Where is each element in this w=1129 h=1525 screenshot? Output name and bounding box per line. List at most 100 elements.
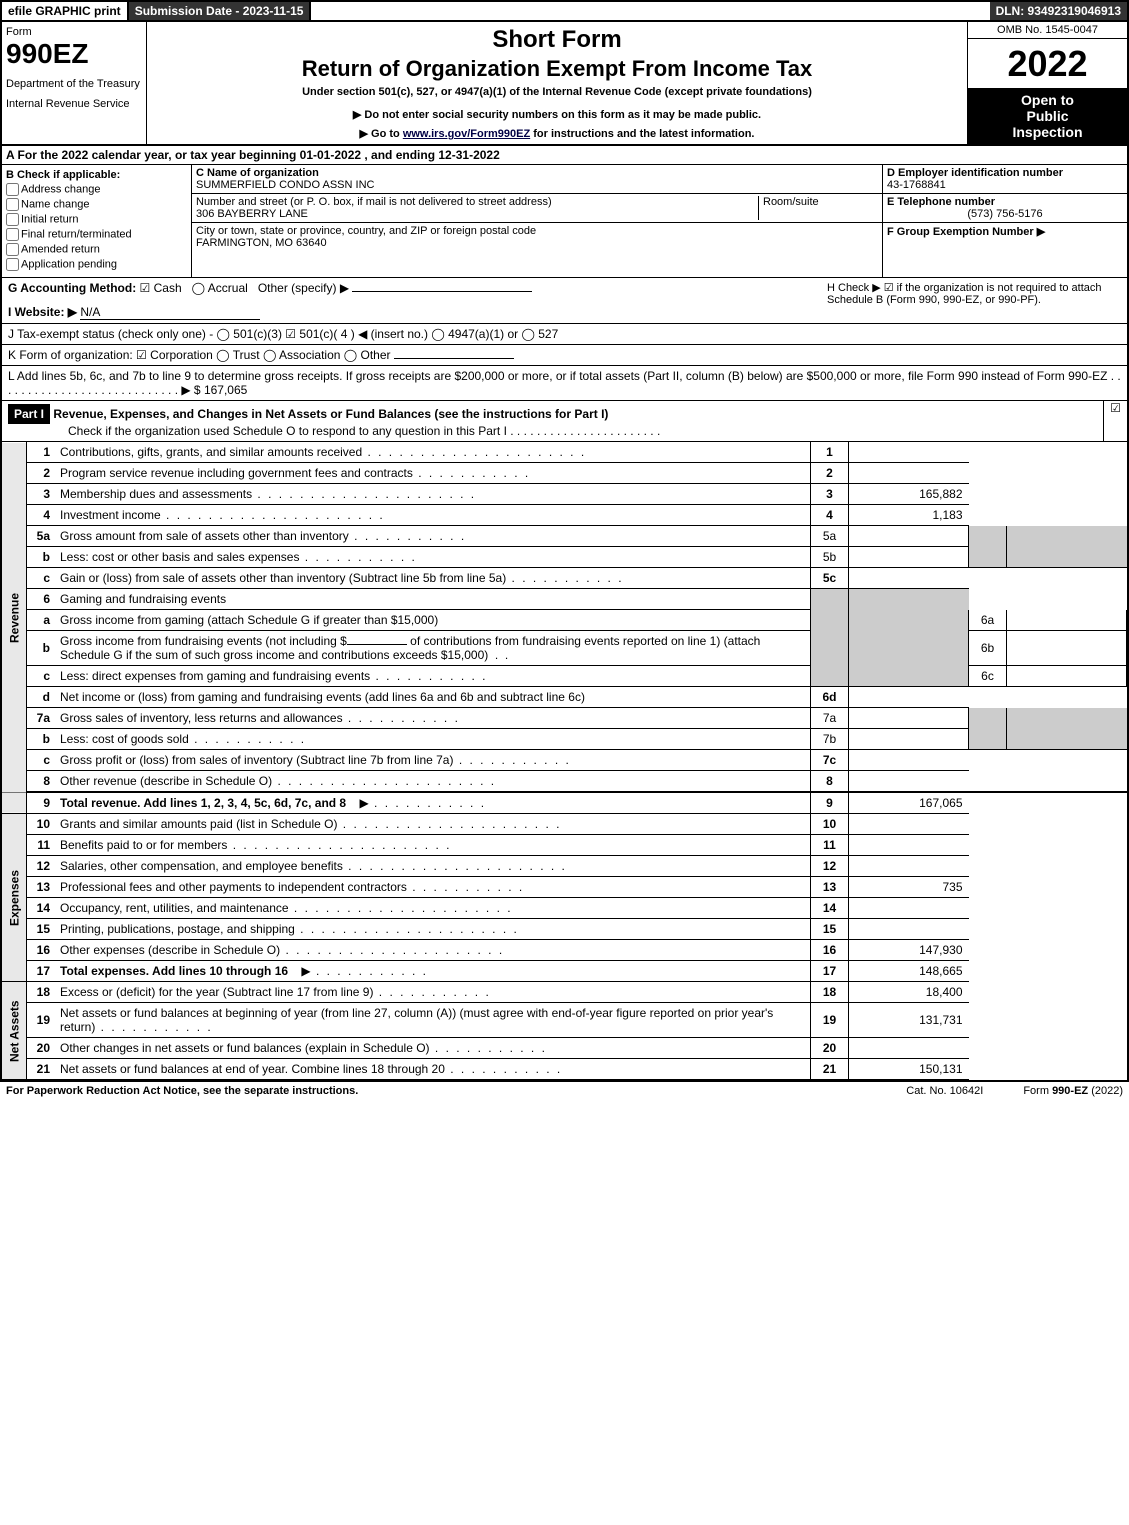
lines-table: Revenue 1Contributions, gifts, grants, a… [2, 442, 1127, 1080]
c-name-label: C Name of organization [196, 167, 319, 179]
other-specify: Other (specify) ▶ [258, 281, 349, 295]
phone-value: (573) 756-5176 [887, 208, 1123, 220]
row-j: J Tax-exempt status (check only one) - ◯… [2, 324, 1127, 345]
form-header: Form 990EZ Department of the Treasury In… [2, 22, 1127, 146]
line-7b: bLess: cost of goods sold7b [2, 729, 1127, 750]
row-h: H Check ▶ ☑ if the organization is not r… [821, 281, 1121, 320]
line-17: 17Total expenses. Add lines 10 through 1… [2, 961, 1127, 982]
c-addr-label: Number and street (or P. O. box, if mail… [196, 196, 552, 208]
entity-block: B Check if applicable: Address change Na… [2, 165, 1127, 278]
line-11: 11Benefits paid to or for members11 [2, 835, 1127, 856]
form-number: 990EZ [6, 38, 142, 70]
top-bar: efile GRAPHIC print Submission Date - 20… [0, 0, 1129, 22]
row-g: G Accounting Method: ☑ Cash ◯ Accrual Ot… [8, 281, 821, 295]
form-word: Form [6, 26, 142, 38]
line-16: 16Other expenses (describe in Schedule O… [2, 940, 1127, 961]
page-footer: For Paperwork Reduction Act Notice, see … [0, 1082, 1129, 1100]
d-label: D Employer identification number [887, 167, 1063, 179]
part-i-title: Revenue, Expenses, and Changes in Net As… [53, 407, 608, 421]
line-7c: cGross profit or (loss) from sales of in… [2, 750, 1127, 771]
dept-treasury: Department of the Treasury [6, 78, 142, 90]
cat-no: Cat. No. 10642I [866, 1085, 1023, 1097]
efile-label[interactable]: efile GRAPHIC print [2, 2, 129, 20]
paperwork-notice: For Paperwork Reduction Act Notice, see … [6, 1085, 866, 1097]
line-21: 21Net assets or fund balances at end of … [2, 1059, 1127, 1080]
part-i-header: Part I Revenue, Expenses, and Changes in… [2, 401, 1127, 442]
netassets-side-label: Net Assets [2, 982, 26, 1080]
expenses-side-label: Expenses [2, 814, 26, 982]
org-address-cell: Number and street (or P. O. box, if mail… [192, 194, 882, 223]
do-not-enter: ▶ Do not enter social security numbers o… [155, 108, 959, 121]
ein-cell: D Employer identification number 43-1768… [883, 165, 1127, 194]
b-label: B Check if applicable: [6, 169, 120, 181]
form-ref: Form 990-EZ (2022) [1023, 1085, 1123, 1097]
org-name-cell: C Name of organization SUMMERFIELD CONDO… [192, 165, 882, 194]
f-label: F Group Exemption Number ▶ [887, 226, 1045, 238]
chk-name-change[interactable]: Name change [6, 198, 187, 211]
row-a-tax-year: A For the 2022 calendar year, or tax yea… [2, 146, 1127, 165]
dln: DLN: 93492319046913 [990, 2, 1127, 20]
irs-label: Internal Revenue Service [6, 98, 142, 110]
submission-date: Submission Date - 2023-11-15 [129, 2, 312, 20]
line-8: 8Other revenue (describe in Schedule O)8 [2, 771, 1127, 793]
chk-application-pending[interactable]: Application pending [6, 258, 187, 271]
goto-post: for instructions and the latest informat… [530, 128, 754, 140]
short-form-title: Short Form [155, 26, 959, 54]
line-5a: 5aGross amount from sale of assets other… [2, 526, 1127, 547]
other-org-input[interactable] [394, 358, 514, 359]
group-exemption-cell: F Group Exemption Number ▶ [883, 223, 1127, 240]
room-suite-label: Room/suite [758, 196, 878, 220]
header-right: OMB No. 1545-0047 2022 Open to Public In… [967, 22, 1127, 144]
goto-pre: ▶ Go to [360, 128, 403, 140]
goto-link[interactable]: www.irs.gov/Form990EZ [403, 128, 530, 140]
c-city-label: City or town, state or province, country… [196, 225, 536, 237]
line-5c: cGain or (loss) from sale of assets othe… [2, 568, 1127, 589]
line-2: 2Program service revenue including gover… [2, 463, 1127, 484]
tax-year: 2022 [968, 39, 1127, 88]
other-specify-input[interactable] [352, 291, 532, 292]
org-name: SUMMERFIELD CONDO ASSN INC [196, 179, 374, 191]
part-i-checkbox[interactable]: ☑ [1103, 401, 1127, 441]
return-title: Return of Organization Exempt From Incom… [155, 56, 959, 82]
part-i-label: Part I [8, 404, 50, 424]
line-19: 19Net assets or fund balances at beginni… [2, 1003, 1127, 1038]
line-20: 20Other changes in net assets or fund ba… [2, 1038, 1127, 1059]
header-left: Form 990EZ Department of the Treasury In… [2, 22, 147, 144]
line-7a: 7aGross sales of inventory, less returns… [2, 708, 1127, 729]
line-10: Expenses 10Grants and similar amounts pa… [2, 814, 1127, 835]
line-14: 14Occupancy, rent, utilities, and mainte… [2, 898, 1127, 919]
chk-address-change[interactable]: Address change [6, 183, 187, 196]
row-i: I Website: ▶ N/A [8, 305, 821, 320]
chk-cash[interactable]: ☑ Cash [140, 281, 182, 295]
line-6b-amount-input[interactable] [347, 644, 407, 645]
line-3: 3Membership dues and assessments3165,882 [2, 484, 1127, 505]
section-c: C Name of organization SUMMERFIELD CONDO… [192, 165, 882, 277]
chk-initial-return[interactable]: Initial return [6, 213, 187, 226]
gross-receipts-value: 167,065 [204, 383, 247, 397]
part-i-sub: Check if the organization used Schedule … [8, 424, 660, 438]
goto-line: ▶ Go to www.irs.gov/Form990EZ for instru… [155, 127, 959, 140]
under-section: Under section 501(c), 527, or 4947(a)(1)… [155, 86, 959, 98]
section-def: D Employer identification number 43-1768… [882, 165, 1127, 277]
line-9: 9Total revenue. Add lines 1, 2, 3, 4, 5c… [2, 792, 1127, 814]
revenue-side-label: Revenue [2, 442, 26, 792]
chk-accrual[interactable]: ◯ Accrual [192, 281, 248, 295]
line-15: 15Printing, publications, postage, and s… [2, 919, 1127, 940]
ein-value: 43-1768841 [887, 179, 946, 191]
e-label: E Telephone number [887, 196, 995, 208]
line-1: Revenue 1Contributions, gifts, grants, a… [2, 442, 1127, 463]
line-5b: bLess: cost or other basis and sales exp… [2, 547, 1127, 568]
chk-amended-return[interactable]: Amended return [6, 243, 187, 256]
chk-final-return[interactable]: Final return/terminated [6, 228, 187, 241]
line-4: 4Investment income41,183 [2, 505, 1127, 526]
open-to-public: Open to Public Inspection [968, 88, 1127, 144]
row-k: K Form of organization: ☑ Corporation ◯ … [2, 345, 1127, 366]
org-city: FARMINGTON, MO 63640 [196, 237, 327, 249]
row-g-h: G Accounting Method: ☑ Cash ◯ Accrual Ot… [2, 278, 1127, 324]
line-18: Net Assets 18Excess or (deficit) for the… [2, 982, 1127, 1003]
org-street: 306 BAYBERRY LANE [196, 208, 308, 220]
line-13: 13Professional fees and other payments t… [2, 877, 1127, 898]
org-city-cell: City or town, state or province, country… [192, 223, 882, 251]
form-container: Form 990EZ Department of the Treasury In… [0, 22, 1129, 1082]
phone-cell: E Telephone number (573) 756-5176 [883, 194, 1127, 223]
